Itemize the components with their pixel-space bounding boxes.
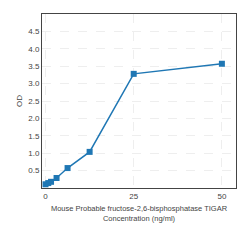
svg-text:0: 0 bbox=[43, 192, 48, 201]
svg-text:50: 50 bbox=[217, 192, 226, 201]
svg-text:0.5: 0.5 bbox=[28, 166, 40, 175]
svg-text:1.5: 1.5 bbox=[28, 132, 40, 141]
svg-text:4.0: 4.0 bbox=[28, 45, 40, 54]
svg-text:Mouse Probable fructose-2,6-bi: Mouse Probable fructose-2,6-bisphosphata… bbox=[51, 204, 228, 223]
svg-text:25: 25 bbox=[129, 192, 138, 201]
svg-text:4.5: 4.5 bbox=[28, 27, 40, 36]
svg-text:3.5: 3.5 bbox=[28, 62, 40, 71]
svg-text:3.0: 3.0 bbox=[28, 79, 40, 88]
svg-text:2.0: 2.0 bbox=[28, 114, 40, 123]
svg-text:OD: OD bbox=[15, 95, 24, 107]
svg-text:1.0: 1.0 bbox=[28, 149, 40, 158]
svg-text:2.5: 2.5 bbox=[28, 97, 40, 106]
